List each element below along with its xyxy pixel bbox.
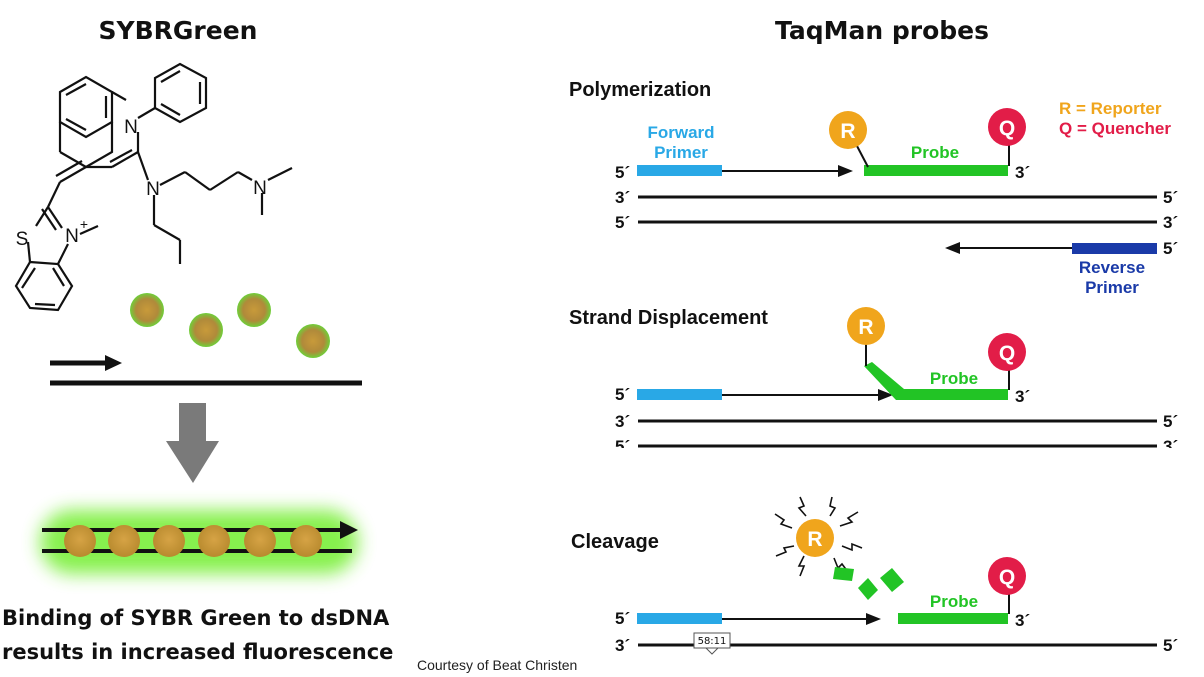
caption-line-2: results in increased fluorescence — [2, 640, 393, 664]
forward-primer-label-2: Primer — [654, 143, 708, 162]
s2-probe-displaced-arm — [864, 362, 904, 400]
legend-reporter: R = Reporter — [1059, 99, 1162, 118]
forward-primer-label-1: Forward — [647, 123, 714, 142]
s1-reverse-arrow — [945, 242, 960, 254]
s3-probe-three-prime: 3´ — [1015, 611, 1030, 630]
atom-charge: + — [80, 216, 88, 232]
s1-forward-primer — [637, 165, 722, 176]
transition-arrow — [166, 403, 219, 483]
sybr-green-structure — [14, 62, 293, 312]
reverse-primer-label-1: Reverse — [1079, 258, 1145, 277]
dsdna-with-bound-dye — [40, 510, 358, 574]
taqman-title: TaqMan probes — [775, 16, 989, 45]
s3-three-prime-left: 3´ — [615, 636, 630, 655]
s1-reverse-primer — [1072, 243, 1157, 254]
atom-n-thiazolium: N — [65, 226, 79, 247]
s1-three-prime-right: 3´ — [1163, 213, 1178, 232]
s3-forward-primer — [637, 613, 722, 624]
s1-probe-label: Probe — [911, 143, 959, 162]
s1-probe-three-prime: 3´ — [1015, 163, 1030, 182]
s3-extension-arrow — [866, 613, 881, 625]
s1-five-prime-right: 5´ — [1163, 188, 1178, 207]
sybrgreen-title: SYBRGreen — [99, 16, 258, 45]
s1-three-prime-left: 3´ — [615, 188, 630, 207]
s3-reporter-letter: R — [807, 528, 822, 551]
s1-quencher-letter: Q — [999, 117, 1015, 140]
s2-quencher-letter: Q — [999, 342, 1015, 365]
caption-line-1: Binding of SYBR Green to dsDNA — [2, 606, 390, 630]
step-polymerization-label: Polymerization — [569, 79, 711, 101]
legend-quencher: Q = Quencher — [1059, 119, 1171, 138]
s1-reporter-letter: R — [840, 120, 855, 143]
s1-probe — [864, 165, 1008, 176]
single-strand-dna — [50, 355, 362, 386]
s2-reporter-letter: R — [858, 316, 873, 339]
s3-probe-label: Probe — [930, 592, 978, 611]
s2-probe — [898, 389, 1008, 400]
s3-five-prime-top: 5´ — [615, 609, 630, 628]
step-cleavage-label: Cleavage — [571, 531, 659, 553]
s2-extension-arrow — [878, 389, 893, 401]
s2-five-prime-top: 5´ — [615, 385, 630, 404]
s1-five-prime-left-2: 5´ — [615, 213, 630, 232]
s3-quencher — [988, 557, 1026, 595]
s2-five-prime-right: 5´ — [1163, 412, 1178, 431]
credit-text: Courtesy of Beat Christen — [417, 657, 577, 673]
atom-n-ring: N — [124, 117, 138, 138]
s2-reporter — [847, 307, 885, 345]
s2-probe-three-prime: 3´ — [1015, 387, 1030, 406]
atom-n-dimethyl: N — [253, 178, 267, 199]
s1-reporter — [829, 111, 867, 149]
s2-forward-primer — [637, 389, 722, 400]
video-timestamp-tooltip: 58:11 — [693, 632, 731, 655]
s2-quencher — [988, 333, 1026, 371]
free-sybr-molecules — [130, 293, 330, 358]
s3-reporter-released — [796, 519, 834, 557]
s1-five-prime-top: 5´ — [615, 163, 630, 182]
s2-three-prime-left: 3´ — [615, 412, 630, 431]
s1-reverse-five-prime: 5´ — [1163, 239, 1178, 258]
s1-extension-arrow — [838, 165, 853, 177]
s3-probe-fragments — [833, 567, 904, 600]
reverse-primer-label-2: Primer — [1085, 278, 1139, 297]
s3-fluorescence-burst — [774, 496, 863, 577]
step-strand-displacement-label: Strand Displacement — [569, 307, 768, 329]
s3-quencher-letter: Q — [999, 566, 1015, 589]
atom-s: S — [16, 229, 29, 250]
s1-quencher — [988, 108, 1026, 146]
timestamp-text: 58:11 — [698, 636, 727, 647]
s3-probe-remaining — [898, 613, 1008, 624]
s2-probe-label: Probe — [930, 369, 978, 388]
atom-n-amine: N — [146, 179, 160, 200]
s3-five-prime-right: 5´ — [1163, 636, 1178, 655]
